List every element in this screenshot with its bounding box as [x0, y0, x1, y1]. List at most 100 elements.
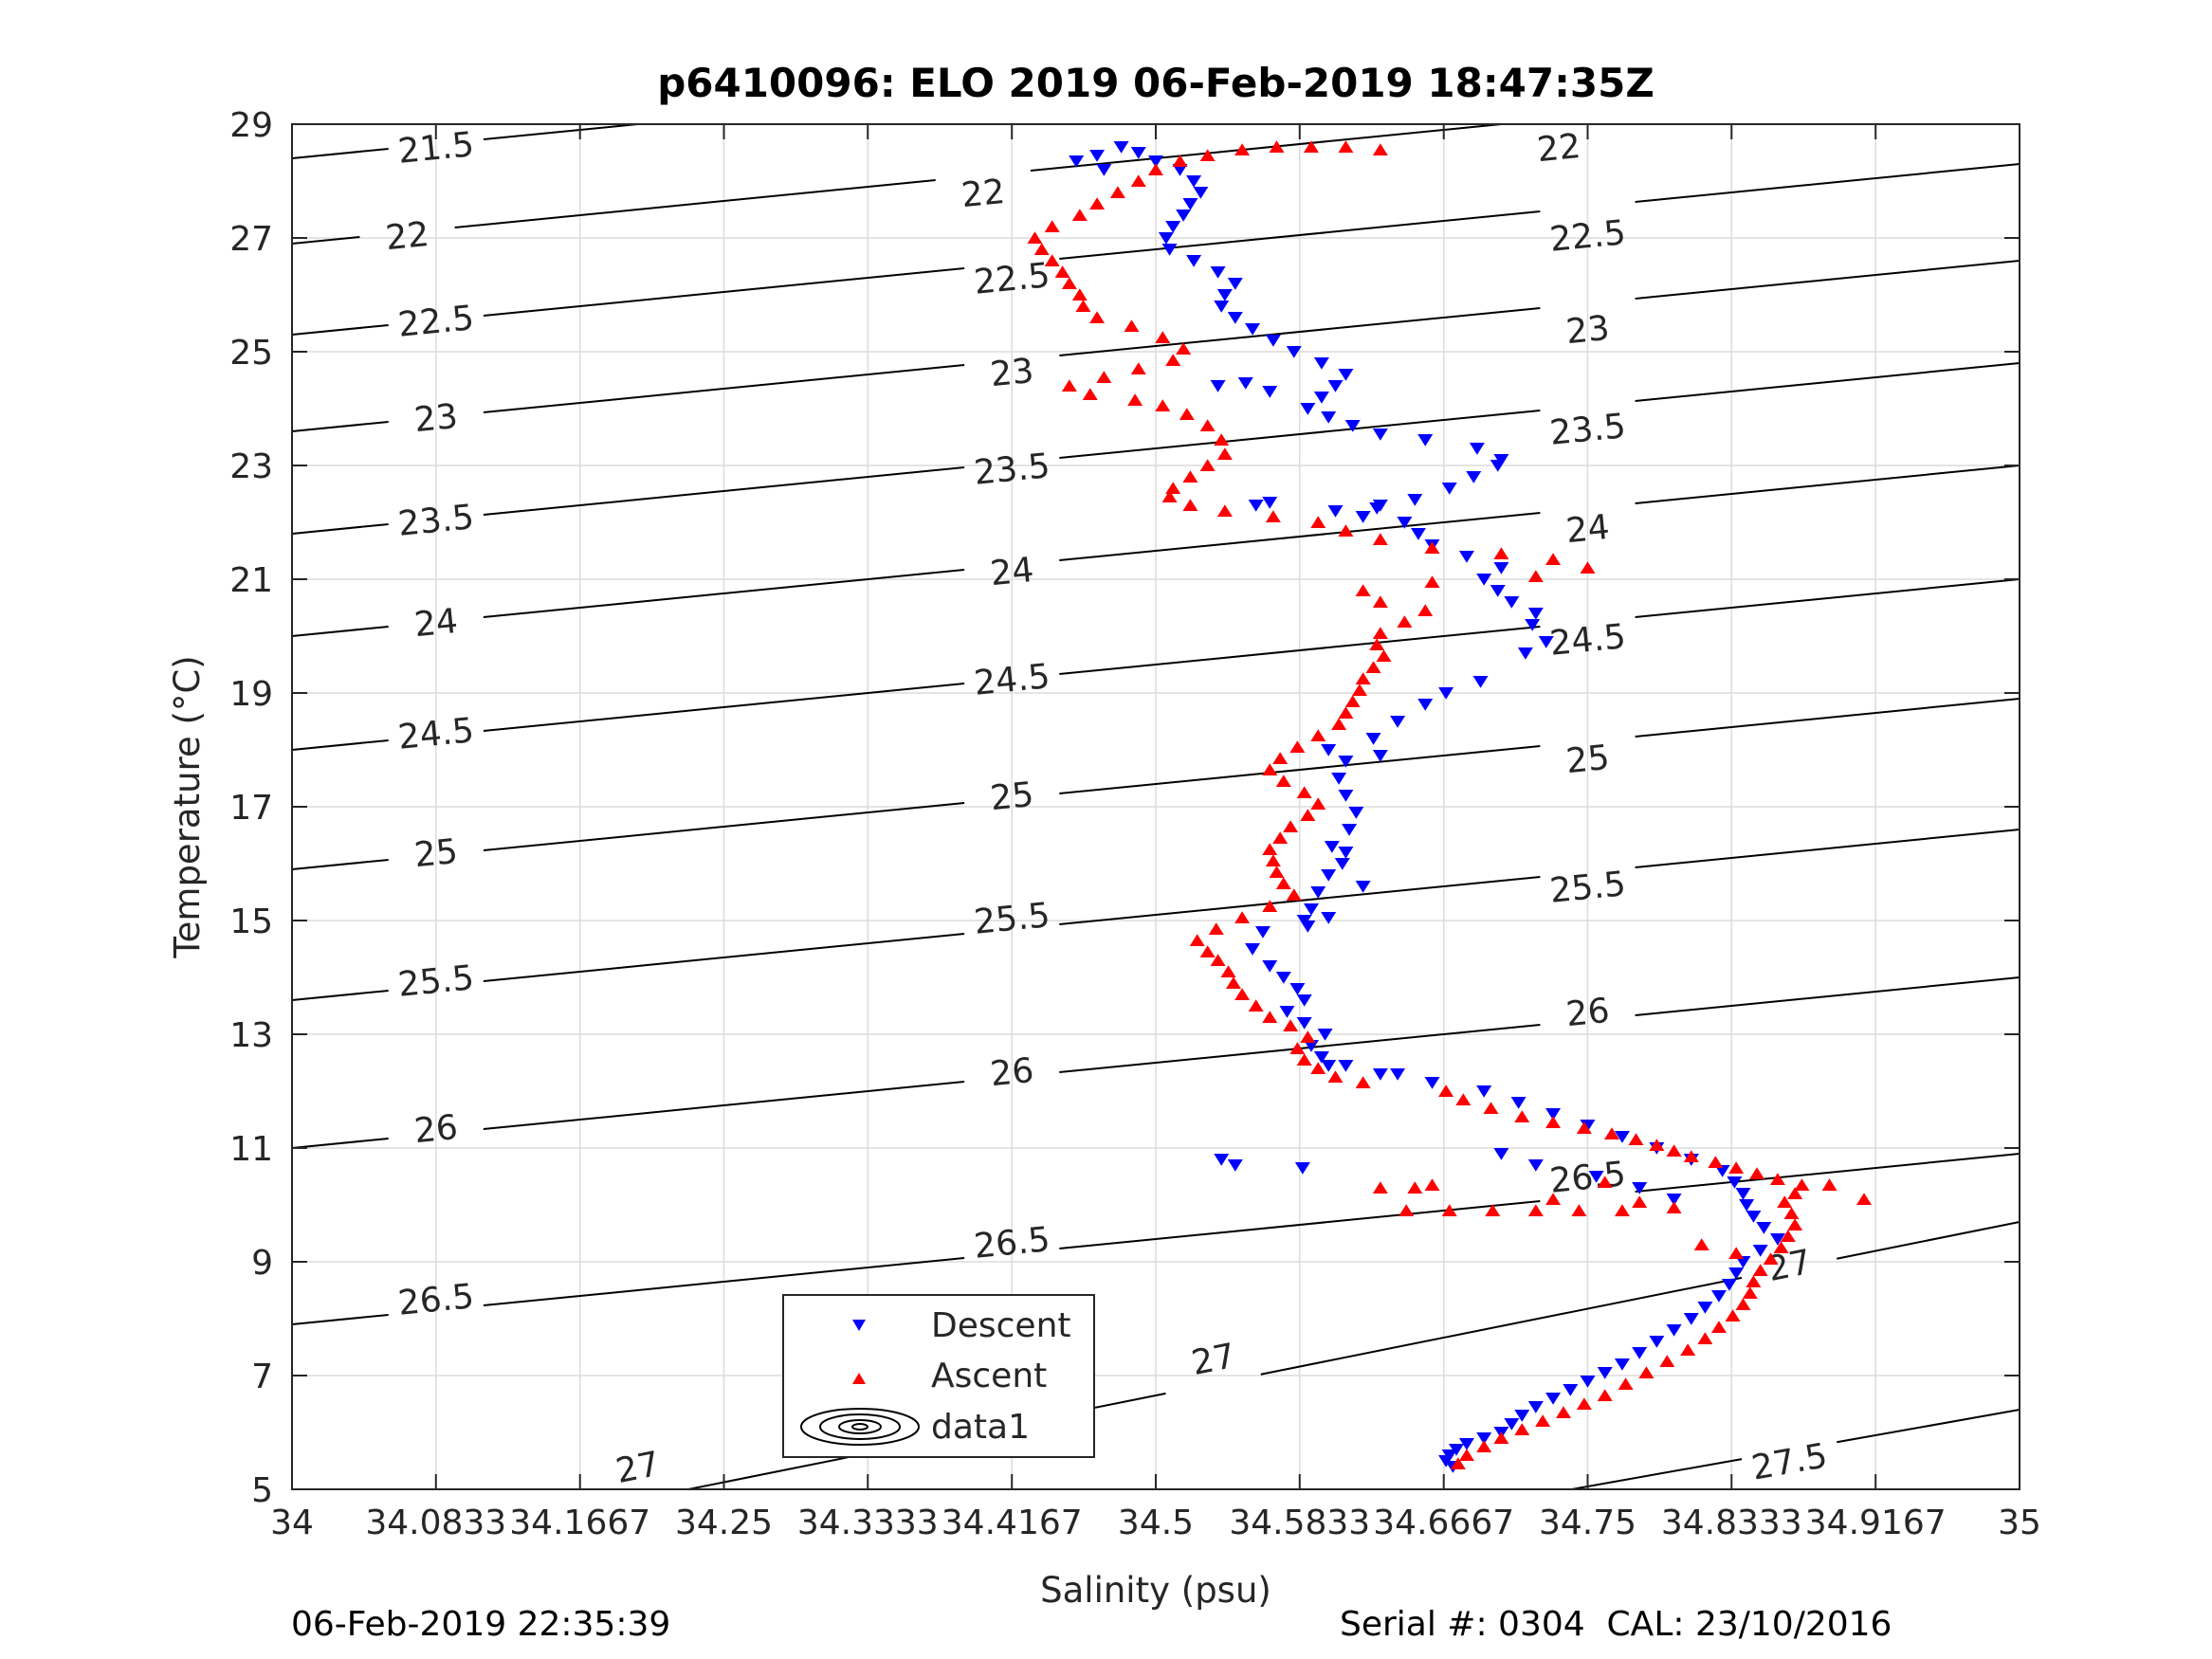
- ascent-point: [1614, 1204, 1630, 1216]
- ascent-point: [1514, 1423, 1530, 1435]
- ascent-point: [1545, 1193, 1562, 1205]
- legend-descent-marker: [852, 1320, 866, 1331]
- descent-point: [1390, 1068, 1406, 1081]
- descent-point: [1466, 471, 1482, 483]
- legend-ascent-label: Ascent: [931, 1357, 1047, 1395]
- y-tick-label: 21: [229, 561, 273, 600]
- ascent-point: [1683, 1150, 1699, 1162]
- descent-point: [1245, 323, 1261, 336]
- isopycnal-label: 25.5: [1548, 865, 1628, 911]
- descent-point: [1069, 155, 1085, 168]
- descent-point: [1321, 411, 1337, 424]
- descent-point: [1214, 1154, 1230, 1166]
- descent-point: [1300, 403, 1316, 415]
- isopycnal-contours: 21.522222222.522.522.523232323.523.523.5…: [292, 124, 2020, 1491]
- isopycnal-label: 27: [612, 1445, 663, 1491]
- chart-title: p6410096: ELO 2019 06-Feb-2019 18:47:35Z: [657, 60, 1654, 106]
- footer-serial-calibration: Serial #: 0304 CAL: 23/10/2016: [1340, 1605, 1892, 1644]
- y-tick-label: 13: [229, 1016, 273, 1055]
- ascent-point: [1124, 319, 1140, 332]
- descent-point: [1739, 1199, 1755, 1212]
- ascent-point: [1296, 786, 1312, 798]
- ascent-point: [1283, 1019, 1299, 1031]
- isopycnal-label: 26.5: [972, 1220, 1051, 1267]
- descent-point: [1254, 926, 1271, 939]
- descent-point: [1597, 1367, 1613, 1379]
- descent-point: [1390, 716, 1406, 728]
- ascent-point: [1155, 331, 1171, 343]
- x-tick-label: 34.3333: [797, 1504, 939, 1542]
- descent-point: [1735, 1256, 1751, 1268]
- ascent-point: [1417, 604, 1434, 616]
- y-tick-label: 27: [229, 220, 273, 259]
- ascent-point: [1787, 1218, 1803, 1231]
- ascent-point: [1272, 752, 1289, 764]
- ascent-point: [1555, 1406, 1571, 1418]
- descent-point: [1510, 1097, 1526, 1109]
- ascent-point: [1262, 843, 1278, 855]
- ascent-point: [1680, 1343, 1696, 1356]
- isopycnal-label: 26: [989, 1051, 1036, 1094]
- ascent-point: [1483, 1102, 1499, 1114]
- descent-point: [1296, 994, 1312, 1007]
- ascent-point: [1127, 393, 1143, 406]
- isopycnal-label: 22.5: [396, 299, 476, 345]
- ascent-point: [1216, 504, 1233, 517]
- isopycnal-label: 26.5: [1548, 1155, 1628, 1201]
- ascent-point: [1397, 615, 1413, 628]
- ascent-point: [1441, 1204, 1457, 1216]
- ascent-point: [1424, 575, 1440, 588]
- descent-point: [1286, 346, 1302, 358]
- ascent-point: [1109, 186, 1125, 198]
- descent-point: [1545, 1108, 1562, 1121]
- descent-point: [1710, 1290, 1727, 1303]
- isopycnal-label: 27.5: [1748, 1436, 1830, 1487]
- ascent-point: [1176, 342, 1192, 355]
- ascent-point: [1044, 220, 1060, 232]
- descent-point: [1397, 517, 1413, 529]
- descent-point: [1321, 869, 1337, 882]
- ascent-point: [1458, 1449, 1474, 1461]
- descent-point: [1355, 881, 1371, 893]
- ascent-point: [1044, 254, 1060, 266]
- descent-point: [1438, 687, 1454, 700]
- isopycnal-label: 26: [412, 1108, 460, 1151]
- isopycnal-label: 22.5: [972, 256, 1051, 302]
- descent-point: [1697, 1302, 1713, 1314]
- descent-point: [1186, 175, 1202, 188]
- isopycnal-label: 25.5: [972, 896, 1051, 942]
- descent-point: [1303, 903, 1319, 916]
- descent-point: [1369, 502, 1385, 515]
- descent-point: [1469, 443, 1485, 455]
- isopycnal-label: 22.5: [1548, 213, 1628, 260]
- ascent-point: [1033, 243, 1050, 255]
- descent-point: [1666, 1194, 1682, 1206]
- descent-point: [1372, 428, 1388, 441]
- ascent-point: [1289, 740, 1306, 753]
- ascent-point: [1310, 516, 1326, 528]
- ascent-point: [1749, 1167, 1765, 1179]
- x-tick-label: 34.8333: [1661, 1504, 1802, 1542]
- descent-point: [1372, 1068, 1388, 1081]
- ascent-point: [1089, 311, 1106, 323]
- ascent-point: [1728, 1247, 1745, 1259]
- ascent-point: [1208, 922, 1224, 935]
- descent-point: [1614, 1131, 1630, 1143]
- ascent-point: [1708, 1156, 1724, 1168]
- legend-box: [782, 1294, 1095, 1458]
- descent-point: [1182, 198, 1198, 210]
- x-tick-label: 34.5833: [1229, 1504, 1370, 1542]
- descent-point: [1365, 733, 1381, 745]
- descent-point: [1632, 1182, 1648, 1194]
- isopycnal-label: 23: [989, 352, 1036, 394]
- legend-contour-icon: [800, 1408, 920, 1446]
- x-tick-label: 34.1667: [509, 1504, 650, 1542]
- legend-ascent-marker: [852, 1373, 866, 1384]
- descent-point: [1727, 1176, 1743, 1189]
- ascent-point: [1269, 140, 1285, 153]
- descent-point: [1756, 1222, 1772, 1234]
- ascent-point: [1535, 1414, 1551, 1427]
- descent-point: [1113, 141, 1129, 154]
- ascent-point: [1331, 718, 1347, 730]
- y-tick-label: 15: [229, 902, 273, 941]
